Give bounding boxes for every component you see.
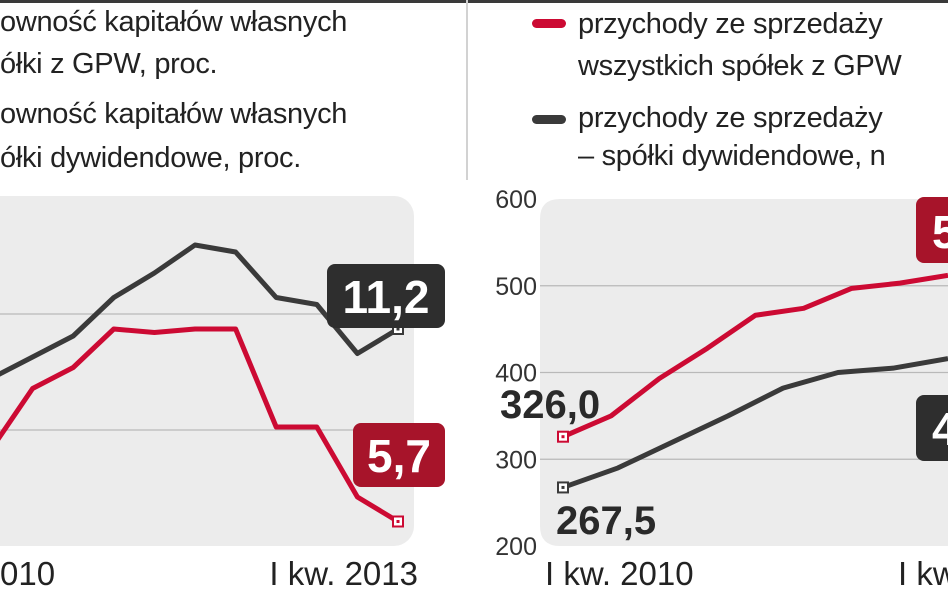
right-y-tick-400: 400 [495,360,537,388]
right-y-tick-200: 200 [495,533,537,561]
legend-swatch-red [532,19,566,28]
right-series-red-line [562,272,948,439]
right-red-start-label: 326,0 [500,383,600,427]
right-y-tick-300: 300 [495,446,537,474]
right-red-end-label: 5 [932,206,948,258]
right-legend-dark-line2: – spółki dywidendowe, n [578,140,886,172]
right-legend-red-line2: wszystkich spółek z GPW [578,50,902,82]
top-rule [0,0,948,3]
left-dark-end-marker-dot [396,327,400,331]
right-legend-dark-line1: przychody ze sprzedaży [578,102,883,134]
left-dark-end-label: 11,2 [343,271,430,323]
right-dark-start-marker-dot [561,485,565,489]
right-y-tick-500: 500 [495,273,537,301]
left-legend-red-line2: ółki z GPW, proc. [0,48,218,80]
left-red-end-label: 5,7 [367,430,431,482]
right-dark-start-label: 267,5 [556,499,656,543]
left-legend-dark-line1: owność kapitałów własnych [0,98,348,130]
right-dark-end-label-box [916,395,948,461]
right-x-label-end: I kw [898,555,948,592]
left-series-red-line [0,326,400,524]
left-x-label-end: I kw. 2013 [269,555,418,592]
left-red-end-marker-dot [396,520,400,523]
right-x-label-start: I kw. 2010 [545,555,694,592]
right-y-tick-600: 600 [495,186,537,214]
left-dark-end-label-box [327,264,445,328]
left-plot-area [0,196,414,546]
right-legend-red-line1: przychody ze sprzedaży [578,8,883,40]
left-legend-red-line1: owność kapitałów własnych [0,6,348,38]
panel-divider [466,0,468,180]
legend-swatch-dark [532,115,566,124]
left-x-label-start: 010 [0,555,55,592]
right-red-start-marker-dot [561,435,565,439]
right-series-dark-line [562,356,948,490]
right-dark-end-label: 4 [932,403,948,455]
left-legend-dark-line2: ółki dywidendowe, proc. [0,142,301,174]
right-red-end-label-box [916,197,948,263]
left-red-end-label-box [353,423,445,487]
